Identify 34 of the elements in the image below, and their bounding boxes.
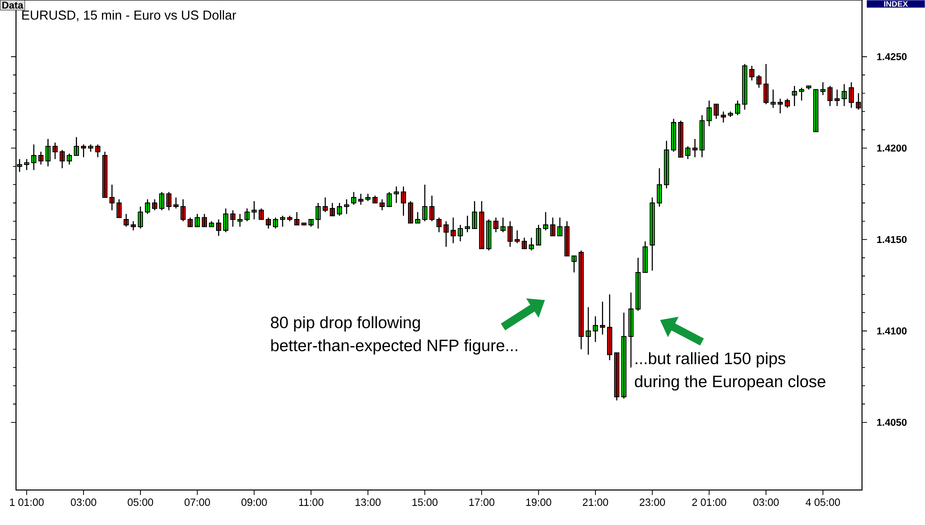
x-tick-label: 2 01:00: [692, 498, 726, 506]
x-tick-label: 09:00: [241, 498, 267, 506]
candlestick: [394, 186, 399, 204]
y-tick-label: 1.4150: [877, 236, 907, 244]
text: EURUSD, 15 min - Euro vs US Dollar: [22, 10, 236, 22]
candlestick: [799, 87, 804, 102]
candlestick: [280, 215, 286, 228]
x-tick-label: 07:00: [184, 498, 210, 506]
x-tick-label: 21:00: [582, 498, 608, 506]
x-tick-label: 1 01:00: [10, 498, 44, 506]
annotation: during the European close: [634, 375, 826, 391]
x-tick-label: 23:00: [640, 498, 665, 506]
candlestick: [301, 222, 307, 226]
x-tick-label: 13:00: [356, 498, 381, 506]
y-tick-label: 1.4200: [877, 144, 907, 152]
candlestick: [820, 82, 826, 96]
candlestick: [692, 138, 698, 158]
x-tick-label: 15:00: [412, 498, 438, 506]
y-tick-label: 1.4050: [877, 418, 907, 426]
x-tick-label: 05:00: [128, 498, 154, 506]
x-tick-label: 4 05:00: [806, 498, 840, 506]
x-tick-label: 03:00: [753, 498, 779, 506]
annotation: 80 pip drop following: [270, 316, 420, 332]
candlestick: [813, 89, 818, 132]
x-tick-label: 19:00: [526, 498, 552, 506]
x-tick-label: 11:00: [299, 498, 324, 506]
x-tick-label: 17:00: [469, 498, 494, 506]
y-tick-label: 1.4100: [877, 327, 907, 334]
candlestick: [720, 110, 726, 124]
y-tick-label: 1.4250: [877, 53, 907, 60]
annotation: ...but rallied 150 pips: [636, 352, 786, 368]
x-tick-label: 03:00: [70, 498, 96, 506]
annotation: Data: [2, 2, 24, 9]
annotation: better-than-expected NFP figure...: [271, 339, 518, 355]
